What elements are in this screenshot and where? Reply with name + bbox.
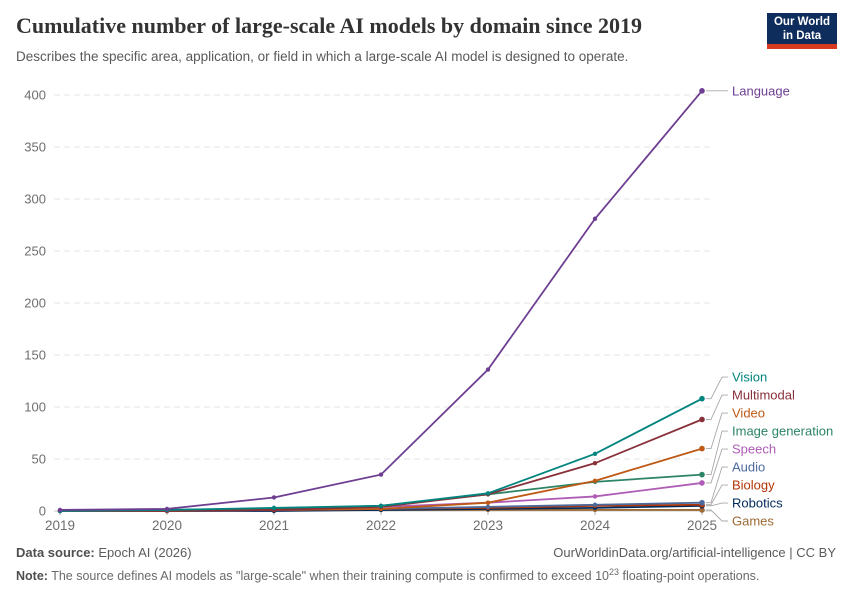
series-point-language-2023 (485, 367, 491, 372)
x-tick-label-2024: 2024 (580, 518, 611, 533)
note-text-1: The source defines AI models as "large-s… (47, 569, 609, 584)
series-point-language-2024 (592, 216, 598, 221)
owid-logo-line2: in Data (782, 30, 822, 42)
series-label-biology: Biology (732, 478, 775, 493)
chart-footer: Data source: Epoch AI (2026) OurWorldinD… (16, 545, 836, 583)
label-connector-vision (706, 376, 728, 400)
label-connector-multimodal (706, 394, 728, 420)
chart-subtitle: Describes the specific area, application… (16, 49, 629, 64)
owid-logo[interactable]: Our World in Data (767, 13, 837, 49)
label-connector-audio (706, 466, 728, 504)
series-point-vision-2022 (378, 503, 384, 508)
label-connector-robotics (706, 502, 728, 507)
y-tick-label-100: 100 (24, 400, 46, 415)
owid-logo-line1: Our World (773, 16, 830, 28)
x-tick-label-2025: 2025 (687, 518, 717, 533)
label-connector-games (706, 509, 728, 522)
series-point-video-2025 (699, 445, 705, 452)
series-label-multimodal: Multimodal (732, 388, 795, 403)
series-label-image-generation: Image generation (732, 424, 833, 439)
series-line-vision (59, 397, 703, 512)
chart-note: Note: The source defines AI models as "l… (16, 567, 836, 583)
series-point-image-generation-2025 (699, 471, 705, 478)
series-line-language (59, 90, 703, 511)
y-tick-label-250: 250 (24, 244, 46, 259)
series-point-video-2023 (485, 500, 491, 505)
series-point-games-2025 (699, 507, 705, 513)
series-point-vision-2024 (592, 451, 598, 456)
x-tick-label-2020: 2020 (152, 518, 182, 533)
series-label-games: Games (732, 514, 774, 529)
y-tick-label-200: 200 (24, 296, 46, 311)
y-tick-label-300: 300 (24, 192, 46, 207)
series-point-audio-2024 (592, 502, 598, 507)
series-point-multimodal-2024 (592, 460, 598, 466)
y-tick-label-350: 350 (24, 140, 46, 155)
series-point-video-2024 (592, 478, 598, 484)
series-point-speech-2024 (592, 494, 598, 499)
series-point-language-2022 (378, 472, 384, 477)
series-point-speech-2025 (699, 480, 705, 486)
label-connector-biology (706, 484, 728, 506)
x-tick-label-2019: 2019 (45, 518, 75, 533)
y-tick-label-150: 150 (24, 348, 46, 363)
data-source-label: Data source: (16, 545, 95, 560)
x-tick-label-2022: 2022 (366, 518, 396, 533)
y-tick-label-0: 0 (39, 504, 46, 519)
label-connector-speech (706, 448, 728, 484)
series-point-audio-2025 (699, 499, 705, 506)
series-label-speech: Speech (732, 442, 776, 457)
series-label-vision: Vision (732, 370, 767, 385)
series-point-audio-2023 (485, 504, 491, 510)
series-point-language-2019 (57, 507, 63, 513)
data-source: Data source: Epoch AI (2026) (16, 545, 192, 560)
series-point-vision-2023 (485, 491, 491, 496)
series-label-language: Language (732, 83, 790, 98)
line-chart-canvas: 0 50 100 150 200 250 300 350 400 2019 2020 2021 2022… (24, 83, 833, 533)
series-point-language-2025 (699, 88, 705, 94)
y-tick-label-50: 50 (32, 452, 46, 467)
data-source-value: Epoch AI (2026) (94, 545, 192, 560)
label-connector-video (706, 412, 728, 450)
series-label-robotics: Robotics (732, 496, 783, 511)
note-exponent: 23 (608, 567, 619, 577)
series-point-vision-2021 (271, 505, 277, 511)
series-point-language-2020 (164, 506, 170, 512)
note-label: Note: (16, 569, 48, 584)
series-point-multimodal-2025 (699, 416, 705, 423)
attribution-link[interactable]: OurWorldinData.org/artificial-intelligen… (553, 545, 836, 560)
label-connector-image-generation (706, 430, 728, 476)
series-line-multimodal (60, 418, 703, 512)
y-tick-label-400: 400 (24, 88, 46, 103)
note-text-2: floating-point operations. (619, 569, 760, 584)
series-label-audio: Audio (732, 460, 765, 475)
chart-title: Cumulative number of large-scale AI mode… (16, 13, 642, 38)
series-point-language-2021 (271, 495, 277, 500)
series-point-vision-2025 (699, 395, 705, 402)
series-label-video: Video (732, 406, 765, 421)
x-tick-label-2023: 2023 (473, 518, 503, 533)
x-tick-label-2021: 2021 (259, 518, 289, 533)
